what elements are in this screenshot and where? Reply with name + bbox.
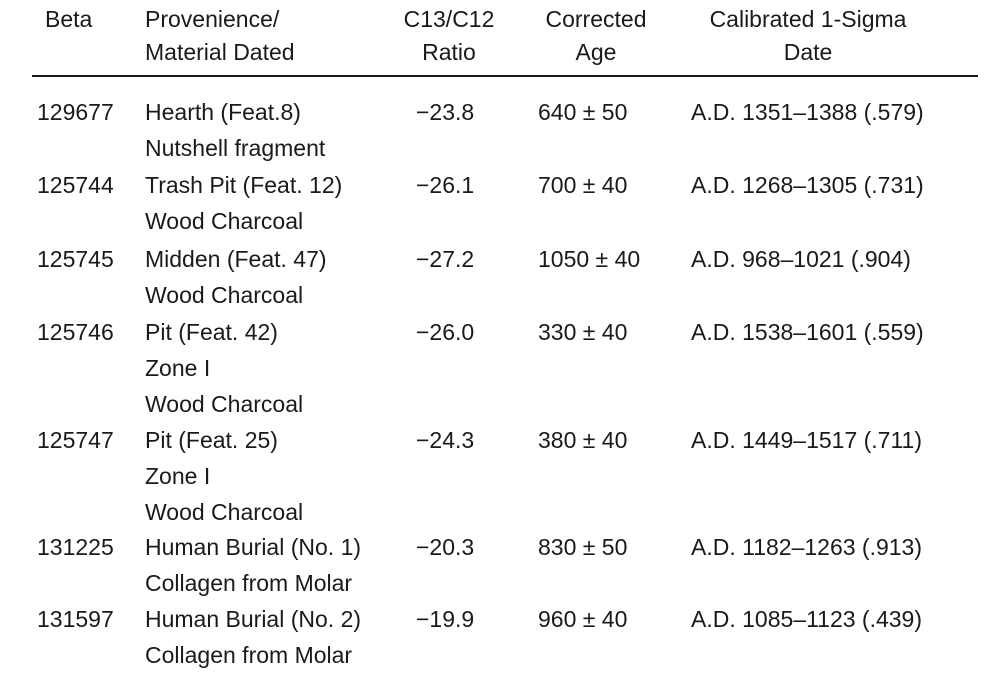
ratio-value: −26.0 (416, 319, 475, 345)
age-value: 380 ± 40 (538, 427, 628, 453)
provenience-line: Pit (Feat. 25) (145, 427, 278, 453)
date-value: A.D. 1351–1388 (.579) (691, 99, 924, 125)
ratio-value: −26.1 (416, 172, 475, 198)
ratio-value: −27.2 (416, 246, 475, 272)
provenience-line: Trash Pit (Feat. 12) (145, 172, 343, 198)
date-value: A.D. 1449–1517 (.711) (691, 427, 923, 453)
header-ratio-line: Ratio (422, 39, 476, 65)
header-date-line: Date (783, 39, 833, 65)
provenience-line: Collagen from Molar (145, 642, 353, 668)
ratio-value: −19.9 (416, 606, 475, 632)
header-age: Corrected Age (536, 3, 656, 69)
provenience-line: Hearth (Feat.8) (145, 99, 301, 125)
header-rule (32, 75, 978, 77)
provenience-cell: Trash Pit (Feat. 12) Wood Charcoal (145, 167, 342, 239)
provenience-line: Midden (Feat. 47) (145, 246, 327, 272)
provenience-cell: Midden (Feat. 47) Wood Charcoal (145, 241, 327, 313)
header-age-line: Age (575, 39, 617, 65)
header-age-line: Corrected (545, 6, 647, 32)
beta-number: 125747 (37, 427, 114, 453)
header-beta-line: Beta (45, 6, 93, 32)
age-value: 330 ± 40 (538, 319, 628, 345)
provenience-cell: Pit (Feat. 25) Zone I Wood Charcoal (145, 422, 303, 530)
provenience-line: Human Burial (No. 2) (145, 606, 362, 632)
provenience-line: Nutshell fragment (145, 135, 326, 161)
date-value: A.D. 968–1021 (.904) (691, 246, 911, 272)
ratio-value: −20.3 (416, 534, 475, 560)
header-provenience-line: Provenience/ (145, 6, 280, 32)
header-beta: Beta (45, 3, 92, 36)
date-value: A.D. 1182–1263 (.913) (691, 534, 923, 560)
beta-number: 125744 (37, 172, 114, 198)
header-provenience: Provenience/ Material Dated (145, 3, 295, 69)
ratio-value: −23.8 (416, 99, 475, 125)
provenience-cell: Hearth (Feat.8) Nutshell fragment (145, 94, 325, 166)
age-value: 830 ± 50 (538, 534, 628, 560)
provenience-line: Zone I (145, 463, 211, 489)
age-value: 700 ± 40 (538, 172, 628, 198)
provenience-line: Collagen from Molar (145, 570, 353, 596)
provenience-line: Zone I (145, 355, 211, 381)
provenience-line: Pit (Feat. 42) (145, 319, 278, 345)
provenience-line: Wood Charcoal (145, 499, 304, 525)
beta-number: 129677 (37, 99, 114, 125)
provenience-cell: Pit (Feat. 42) Zone I Wood Charcoal (145, 314, 303, 422)
beta-number: 125746 (37, 319, 114, 345)
header-ratio: C13/C12 Ratio (396, 3, 502, 69)
provenience-line: Wood Charcoal (145, 282, 304, 308)
header-date: Calibrated 1-Sigma Date (706, 3, 910, 69)
provenience-line: Wood Charcoal (145, 208, 304, 234)
date-value: A.D. 1085–1123 (.439) (691, 606, 923, 632)
date-value: A.D. 1538–1601 (.559) (691, 319, 924, 345)
date-value: A.D. 1268–1305 (.731) (691, 172, 924, 198)
age-value: 640 ± 50 (538, 99, 628, 125)
age-value: 1050 ± 40 (538, 246, 641, 272)
provenience-line: Wood Charcoal (145, 391, 304, 417)
header-provenience-line: Material Dated (145, 39, 295, 65)
provenience-cell: Human Burial (No. 1) Collagen from Molar (145, 529, 361, 601)
provenience-cell: Human Burial (No. 2) Collagen from Molar (145, 601, 361, 673)
beta-number: 131597 (37, 606, 114, 632)
header-date-line: Calibrated 1-Sigma (709, 6, 907, 32)
beta-number: 125745 (37, 246, 114, 272)
header-ratio-line: C13/C12 (403, 6, 495, 32)
age-value: 960 ± 40 (538, 606, 628, 632)
beta-number: 131225 (37, 534, 114, 560)
provenience-line: Human Burial (No. 1) (145, 534, 362, 560)
ratio-value: −24.3 (416, 427, 475, 453)
